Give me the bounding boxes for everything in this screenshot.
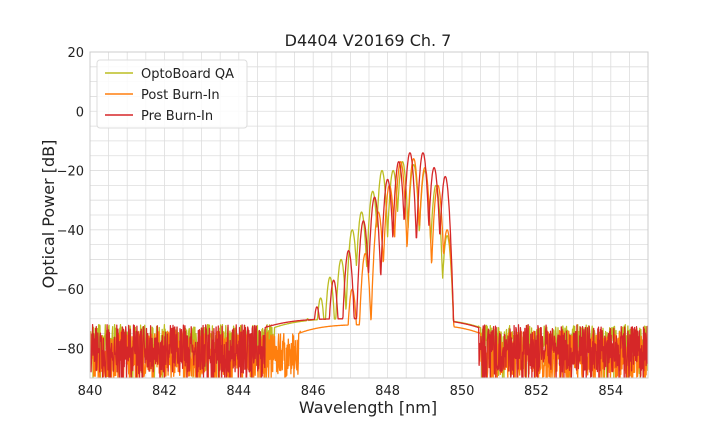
x-tick-label: 846 bbox=[301, 384, 326, 399]
x-tick-label: 842 bbox=[152, 384, 177, 399]
x-tick-label: 840 bbox=[78, 384, 103, 399]
y-tick-label: −80 bbox=[57, 342, 84, 357]
y-tick-label: −20 bbox=[57, 165, 84, 180]
axes bbox=[89, 51, 649, 379]
x-tick-label: 844 bbox=[226, 384, 251, 399]
series-layer bbox=[90, 152, 648, 378]
chart-title: D4404 V20169 Ch. 7 bbox=[285, 31, 452, 50]
y-tick-labels: 20 0 −20 −40 −60 −80 bbox=[57, 46, 84, 357]
y-tick-label: 20 bbox=[67, 46, 84, 61]
x-tick-label: 852 bbox=[524, 384, 549, 399]
legend: OptoBoard QA Post Burn-In Pre Burn-In bbox=[96, 59, 248, 129]
y-tick-label: −60 bbox=[57, 283, 84, 298]
x-tick-label: 848 bbox=[375, 384, 400, 399]
y-axis-label: Optical Power [dB] bbox=[39, 140, 58, 289]
x-tick-labels: 840 842 844 846 848 850 852 854 bbox=[78, 384, 624, 399]
series-line-pre-burn-in bbox=[90, 152, 648, 378]
legend-box bbox=[96, 59, 248, 129]
x-axis-label: Wavelength [nm] bbox=[299, 398, 437, 417]
legend-label: Pre Burn-In bbox=[141, 109, 213, 124]
y-tick-label: −40 bbox=[57, 224, 84, 239]
legend-label: OptoBoard QA bbox=[141, 67, 234, 82]
x-tick-label: 854 bbox=[598, 384, 623, 399]
x-tick-label: 850 bbox=[450, 384, 475, 399]
plot-frame bbox=[89, 51, 649, 379]
y-tick-label: 0 bbox=[76, 105, 84, 120]
legend-label: Post Burn-In bbox=[141, 88, 220, 103]
